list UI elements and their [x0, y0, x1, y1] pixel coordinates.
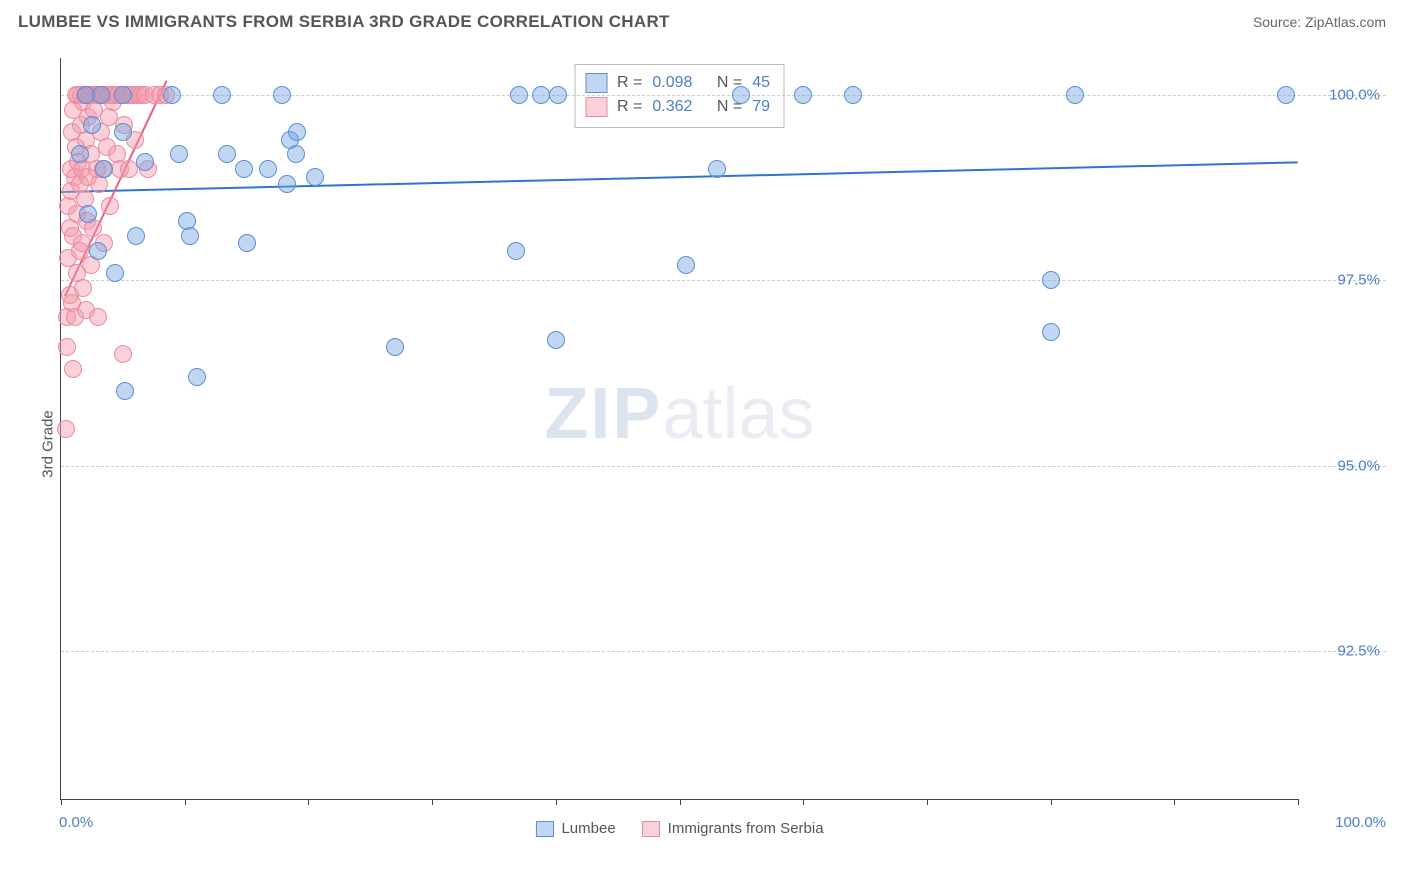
series-name-a: Lumbee: [561, 820, 615, 837]
data-point: [732, 86, 750, 104]
series-swatch-a: [535, 821, 553, 837]
data-point: [163, 86, 181, 104]
data-point: [181, 227, 199, 245]
x-tick: [1174, 799, 1175, 805]
data-point: [79, 205, 97, 223]
data-point: [1066, 86, 1084, 104]
series-legend-b: Immigrants from Serbia: [642, 820, 824, 837]
plot-area: ZIPatlas R = 0.098 N = 45 R = 0.362 N = …: [60, 58, 1298, 800]
data-point: [95, 160, 113, 178]
data-point: [71, 145, 89, 163]
x-tick: [927, 799, 928, 805]
data-point: [547, 331, 565, 349]
data-point: [92, 86, 110, 104]
source-attribution: Source: ZipAtlas.com: [1253, 14, 1386, 30]
data-point: [1277, 86, 1295, 104]
data-point: [532, 86, 550, 104]
gridline: [61, 466, 1386, 467]
data-point: [64, 360, 82, 378]
y-axis-label: 3rd Grade: [39, 410, 56, 478]
data-point: [288, 123, 306, 141]
data-point: [106, 264, 124, 282]
data-point: [213, 86, 231, 104]
data-point: [114, 345, 132, 363]
data-point: [708, 160, 726, 178]
y-tick-label: 92.5%: [1337, 642, 1380, 659]
data-point: [844, 86, 862, 104]
gridline: [61, 280, 1386, 281]
x-tick: [556, 799, 557, 805]
data-point: [1042, 271, 1060, 289]
gridline: [61, 651, 1386, 652]
legend-r-value-b: 0.362: [652, 95, 692, 119]
data-point: [116, 382, 134, 400]
chart: 3rd Grade ZIPatlas R = 0.098 N = 45 R = …: [18, 46, 1386, 842]
chart-title: LUMBEE VS IMMIGRANTS FROM SERBIA 3RD GRA…: [18, 12, 670, 32]
data-point: [218, 145, 236, 163]
x-tick: [680, 799, 681, 805]
data-point: [235, 160, 253, 178]
data-point: [259, 160, 277, 178]
data-point: [58, 338, 76, 356]
data-point: [74, 279, 92, 297]
data-point: [57, 420, 75, 438]
x-tick: [61, 799, 62, 805]
legend-r-label: R =: [617, 71, 642, 95]
header: LUMBEE VS IMMIGRANTS FROM SERBIA 3RD GRA…: [0, 0, 1406, 40]
legend-r-value-a: 0.098: [652, 71, 692, 95]
data-point: [507, 242, 525, 260]
legend-swatch-b: [585, 97, 607, 117]
x-tick: [1298, 799, 1299, 805]
data-point: [273, 86, 291, 104]
data-point: [677, 256, 695, 274]
x-max-label: 100.0%: [1335, 814, 1386, 831]
series-legend: Lumbee Immigrants from Serbia: [535, 820, 823, 837]
watermark-rest: atlas: [662, 374, 814, 454]
data-point: [278, 175, 296, 193]
data-point: [549, 86, 567, 104]
data-point: [170, 145, 188, 163]
x-tick: [308, 799, 309, 805]
data-point: [287, 145, 305, 163]
series-name-b: Immigrants from Serbia: [668, 820, 824, 837]
data-point: [114, 86, 132, 104]
series-swatch-b: [642, 821, 660, 837]
data-point: [127, 227, 145, 245]
data-point: [306, 168, 324, 186]
data-point: [136, 153, 154, 171]
data-point: [510, 86, 528, 104]
gridline: [61, 95, 1386, 96]
data-point: [89, 308, 107, 326]
series-legend-a: Lumbee: [535, 820, 615, 837]
x-tick: [432, 799, 433, 805]
y-tick-label: 100.0%: [1329, 87, 1380, 104]
data-point: [794, 86, 812, 104]
y-tick-label: 95.0%: [1337, 457, 1380, 474]
data-point: [386, 338, 404, 356]
x-tick: [185, 799, 186, 805]
data-point: [89, 242, 107, 260]
x-tick: [803, 799, 804, 805]
data-point: [101, 197, 119, 215]
data-point: [114, 123, 132, 141]
data-point: [238, 234, 256, 252]
y-tick-label: 97.5%: [1337, 272, 1380, 289]
legend-n-value-a: 45: [752, 71, 770, 95]
data-point: [1042, 323, 1060, 341]
data-point: [188, 368, 206, 386]
data-point: [83, 116, 101, 134]
watermark: ZIPatlas: [544, 373, 814, 455]
legend-r-label: R =: [617, 95, 642, 119]
x-tick: [1051, 799, 1052, 805]
watermark-bold: ZIP: [544, 374, 662, 454]
legend-n-value-b: 79: [752, 95, 770, 119]
x-min-label: 0.0%: [59, 814, 93, 831]
legend-swatch-a: [585, 73, 607, 93]
